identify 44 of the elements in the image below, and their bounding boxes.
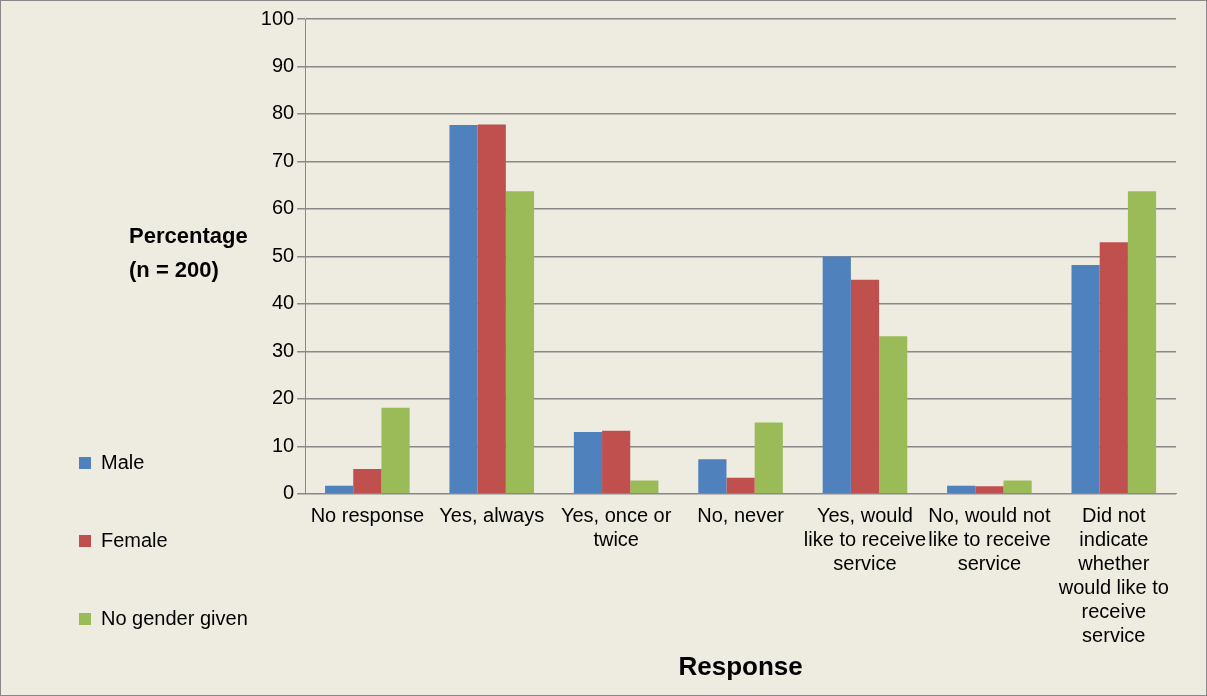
x-tick-label: No response	[310, 504, 425, 527]
x-tick-label: Yes, always	[439, 504, 545, 527]
y-tick-label: 60	[271, 196, 295, 219]
bar	[573, 432, 603, 494]
bar	[1003, 480, 1032, 494]
bar	[325, 485, 354, 494]
bar	[449, 124, 478, 494]
x-axis-title: Response	[678, 650, 803, 681]
bar	[975, 486, 1004, 494]
bar	[879, 336, 908, 494]
bar	[1099, 242, 1128, 494]
bar	[1127, 191, 1157, 494]
bar	[1071, 264, 1100, 494]
bar	[726, 477, 755, 494]
y-tick-label: 0	[283, 481, 295, 504]
y-tick-label: 50	[271, 243, 295, 266]
x-tick-label: No, would not like to receive service	[928, 504, 1051, 575]
y-tick-label: 20	[271, 386, 295, 409]
y-tick-label: 10	[271, 433, 295, 456]
bar	[381, 407, 410, 494]
x-tick-label: No, never	[697, 504, 785, 527]
legend-label: Male	[101, 450, 145, 473]
bar	[850, 279, 880, 494]
bar	[630, 480, 659, 494]
y-tick-label: 70	[271, 148, 295, 171]
y-tick-label: 40	[271, 291, 295, 314]
bar	[754, 422, 783, 494]
bar	[947, 485, 976, 494]
y-tick-label: 90	[271, 54, 295, 76]
x-tick-label: Yes, would like to receive service	[803, 504, 927, 575]
y-axis-title: Percentage (n = 200)	[129, 223, 248, 282]
legend-label: Female	[101, 528, 168, 551]
bar	[698, 459, 727, 494]
y-tick-label: 30	[271, 338, 295, 361]
bar	[822, 256, 851, 494]
bar	[477, 124, 506, 494]
bar	[353, 469, 382, 494]
y-tick-label: 80	[271, 101, 295, 124]
y-tick-label: 100	[260, 6, 295, 29]
legend-label: No gender given	[101, 606, 248, 629]
x-tick-label: Did not indicate whether would like to receive service	[1057, 504, 1169, 647]
bar	[505, 191, 535, 494]
x-tick-label: Yes, once or twice	[560, 504, 672, 551]
bar	[602, 430, 631, 494]
